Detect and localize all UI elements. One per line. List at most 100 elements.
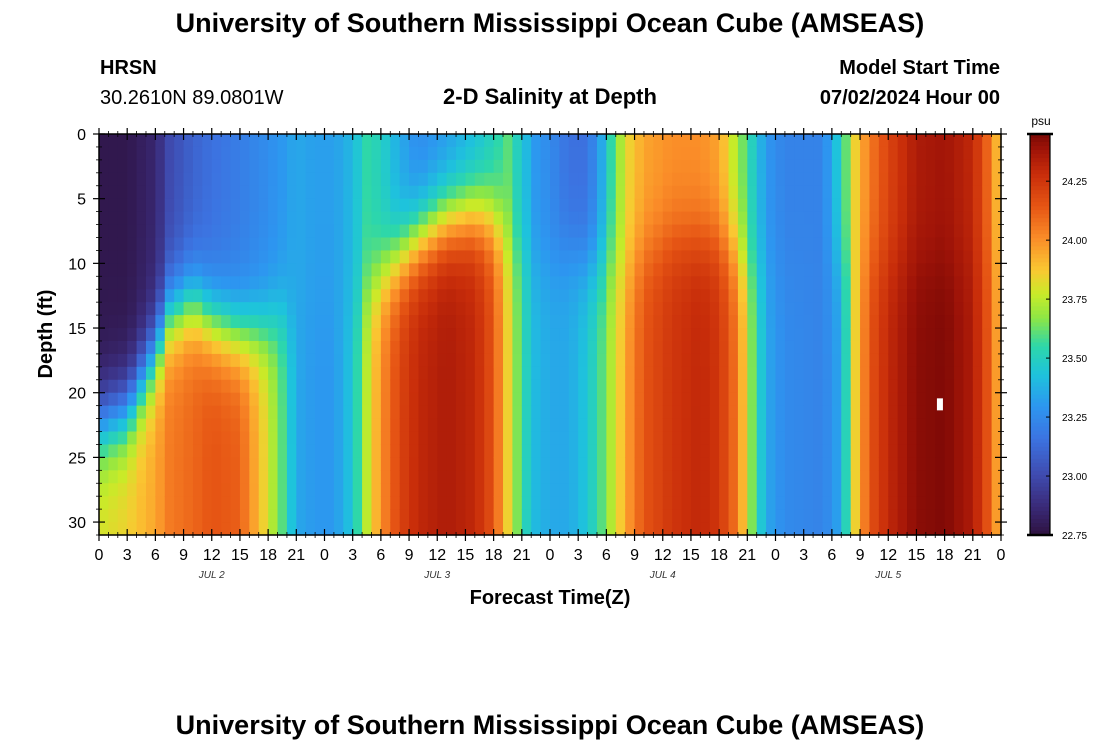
y-tick-label: 10 xyxy=(68,256,86,273)
heatmap-cell xyxy=(315,483,326,497)
heatmap-cell xyxy=(352,146,363,161)
heatmap-cell xyxy=(324,366,335,381)
heatmap-cell xyxy=(747,470,758,484)
heatmap-cell xyxy=(963,302,974,316)
heatmap-cell xyxy=(982,392,993,407)
heatmap-cell xyxy=(249,340,260,355)
heatmap-cell xyxy=(286,509,297,523)
heatmap-cell xyxy=(456,509,467,523)
heatmap-cell xyxy=(860,431,871,446)
heatmap-cell xyxy=(99,237,109,252)
heatmap-cell xyxy=(690,431,701,446)
heatmap-cell xyxy=(493,444,504,458)
heatmap-cell xyxy=(164,276,175,290)
heatmap-cell xyxy=(662,302,673,316)
heatmap-cell xyxy=(465,146,476,161)
heatmap-cell xyxy=(831,185,842,200)
heatmap-cell xyxy=(192,302,203,316)
heatmap-cell xyxy=(634,134,645,148)
heatmap-cell xyxy=(822,146,833,161)
heatmap-cell xyxy=(860,444,871,458)
heatmap-cell xyxy=(258,366,269,381)
heatmap-cell xyxy=(831,211,842,226)
heatmap-cell xyxy=(878,496,889,510)
heatmap-cell xyxy=(239,522,250,536)
heatmap-cell xyxy=(728,185,739,200)
heatmap-cell xyxy=(925,470,936,484)
heatmap-cell xyxy=(521,146,532,161)
heatmap-cell xyxy=(888,250,899,264)
heatmap-cell xyxy=(531,185,542,200)
heatmap-cell xyxy=(766,509,777,523)
heatmap-cell xyxy=(803,302,814,316)
heatmap-cell xyxy=(982,483,993,497)
heatmap-cell xyxy=(239,353,250,368)
heatmap-cell xyxy=(145,444,156,458)
heatmap-cell xyxy=(418,328,429,342)
heatmap-cell xyxy=(625,198,636,213)
heatmap-cell xyxy=(493,457,504,471)
heatmap-cell xyxy=(258,159,269,174)
heatmap-cell xyxy=(737,418,748,433)
heatmap-cell xyxy=(756,159,767,174)
heatmap-cell xyxy=(747,172,758,187)
heatmap-cell xyxy=(850,289,861,303)
heatmap-cell xyxy=(409,328,420,342)
heatmap-cell xyxy=(709,340,720,355)
heatmap-cell xyxy=(192,353,203,368)
heatmap-cell xyxy=(963,444,974,458)
heatmap-cell xyxy=(672,250,683,264)
heatmap-cell xyxy=(831,198,842,213)
heatmap-cell xyxy=(352,328,363,342)
heatmap-cell xyxy=(831,366,842,381)
heatmap-cell xyxy=(700,250,711,264)
heatmap-cell xyxy=(747,134,758,148)
heatmap-cell xyxy=(559,276,570,290)
heatmap-cell xyxy=(662,276,673,290)
heatmap-cell xyxy=(559,250,570,264)
heatmap-cell xyxy=(418,250,429,264)
heatmap-cell xyxy=(211,146,222,161)
heatmap-cell xyxy=(277,134,288,148)
heatmap-cell xyxy=(568,366,579,381)
heatmap-cell xyxy=(972,237,983,252)
heatmap-cell xyxy=(747,405,758,420)
heatmap-cell xyxy=(709,405,720,420)
heatmap-cell xyxy=(643,159,654,174)
heatmap-cell xyxy=(728,366,739,381)
heatmap-cell xyxy=(221,444,232,458)
heatmap-cell xyxy=(841,211,852,226)
heatmap-cell xyxy=(108,457,119,471)
heatmap-cell xyxy=(634,418,645,433)
heatmap-cell xyxy=(615,509,626,523)
heatmap-cell xyxy=(916,250,927,264)
heatmap-cell xyxy=(615,172,626,187)
heatmap-cell xyxy=(841,496,852,510)
heatmap-cell xyxy=(578,172,589,187)
heatmap-cell xyxy=(690,198,701,213)
heatmap-cell xyxy=(578,315,589,329)
heatmap-cell xyxy=(409,224,420,239)
heatmap-cell xyxy=(465,172,476,187)
heatmap-cell xyxy=(493,237,504,252)
heatmap-cell xyxy=(108,315,119,329)
heatmap-cell xyxy=(719,315,730,329)
heatmap-cell xyxy=(136,392,147,407)
heatmap-cell xyxy=(352,224,363,239)
heatmap-cell xyxy=(775,405,786,420)
heatmap-cell xyxy=(296,522,307,536)
heatmap-cell xyxy=(484,250,495,264)
heatmap-cell xyxy=(662,392,673,407)
heatmap-cell xyxy=(850,392,861,407)
heatmap-cell xyxy=(606,134,617,148)
heatmap-cell xyxy=(963,509,974,523)
heatmap-cell xyxy=(192,263,203,277)
heatmap-cell xyxy=(587,159,598,174)
heatmap-cell xyxy=(352,418,363,433)
heatmap-cell xyxy=(672,444,683,458)
heatmap-cell xyxy=(794,185,805,200)
heatmap-cell xyxy=(794,431,805,446)
data-marker xyxy=(936,398,943,411)
heatmap-cell xyxy=(991,509,1002,523)
heatmap-cell xyxy=(625,276,636,290)
